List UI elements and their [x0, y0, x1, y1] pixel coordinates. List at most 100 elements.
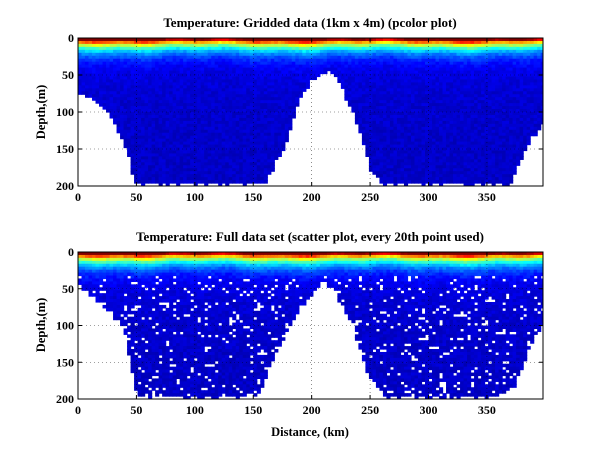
heatmap-cell — [298, 82, 303, 86]
heatmap-cell — [414, 171, 419, 175]
heatmap-cell — [256, 55, 261, 60]
heatmap-cell — [270, 123, 275, 128]
heatmap-cell — [277, 126, 282, 131]
heatmap-cell — [470, 132, 475, 137]
heatmap-cell — [393, 171, 398, 175]
heatmap-cell — [410, 159, 416, 163]
heatmap-cell — [137, 150, 142, 155]
heatmap-cell — [498, 97, 503, 101]
heatmap-cell — [288, 109, 293, 113]
heatmap-cell — [88, 43, 93, 48]
heatmap-cell — [375, 165, 381, 169]
heatmap-cell — [446, 112, 451, 116]
heatmap-cell — [172, 144, 177, 149]
heatmap-cell — [281, 43, 286, 48]
heatmap-cell — [169, 103, 174, 107]
heatmap-cell — [337, 40, 342, 45]
heatmap-cell — [197, 162, 202, 166]
heatmap-cell — [502, 174, 507, 178]
heatmap-cell — [162, 162, 167, 166]
heatmap-cell — [267, 52, 272, 57]
heatmap-cell — [456, 38, 461, 42]
heatmap-cell — [144, 64, 149, 69]
heatmap-cell — [463, 64, 468, 69]
heatmap-cell — [439, 114, 444, 119]
heatmap-cell — [228, 55, 233, 60]
heatmap-cell — [375, 132, 381, 137]
heatmap-cell — [85, 58, 90, 63]
heatmap-cell — [263, 49, 268, 54]
heatmap-cell — [386, 82, 391, 86]
heatmap-cell — [393, 135, 398, 140]
heatmap-cell — [460, 103, 465, 107]
heatmap-cell — [453, 100, 458, 104]
heatmap-cell — [498, 61, 503, 66]
heatmap-cell — [488, 156, 493, 160]
heatmap-cell — [470, 129, 475, 134]
heatmap-cell — [407, 79, 412, 83]
heatmap-cell — [470, 58, 475, 63]
heatmap-cell — [417, 135, 423, 140]
heatmap-cell — [172, 123, 177, 128]
heatmap-cell — [281, 55, 286, 60]
heatmap-cell — [421, 132, 426, 137]
heatmap-cell — [225, 138, 230, 143]
heatmap-cell — [190, 67, 195, 72]
heatmap-cell — [453, 73, 458, 78]
heatmap-cell — [432, 88, 437, 92]
heatmap-cell — [134, 135, 139, 140]
heatmap-cell — [120, 114, 125, 119]
heatmap-cell — [253, 114, 258, 119]
heatmap-cell — [425, 117, 430, 122]
heatmap-cell — [183, 73, 188, 78]
heatmap-cell — [200, 91, 205, 95]
heatmap-cell — [193, 156, 198, 160]
heatmap-cell — [120, 46, 125, 51]
heatmap-cell — [379, 106, 384, 110]
heatmap-cell — [505, 144, 510, 149]
heatmap-cell — [225, 141, 230, 146]
heatmap-cell — [474, 82, 479, 86]
heatmap-cell — [410, 67, 416, 72]
heatmap-cell — [151, 40, 156, 45]
heatmap-cell — [113, 67, 118, 72]
heatmap-cell — [249, 132, 254, 137]
heatmap-cell — [421, 73, 426, 78]
heatmap-cell — [148, 97, 153, 101]
heatmap-cell — [347, 49, 352, 54]
heatmap-cell — [291, 40, 296, 45]
heatmap-cell — [148, 61, 153, 66]
heatmap-cell — [137, 117, 142, 122]
heatmap-cell — [365, 79, 370, 83]
heatmap-cell — [463, 43, 468, 48]
heatmap-cell — [432, 129, 437, 134]
heatmap-cell — [432, 58, 437, 63]
heatmap-cell — [200, 58, 205, 63]
heatmap-cell — [382, 97, 388, 101]
heatmap-cell — [467, 144, 472, 149]
heatmap-cell — [382, 153, 388, 157]
heatmap-cell — [414, 38, 419, 42]
heatmap-cell — [386, 150, 391, 155]
heatmap-cell — [246, 91, 251, 95]
heatmap-cell — [309, 70, 314, 75]
heatmap-cell — [495, 49, 500, 54]
heatmap-cell — [78, 49, 83, 54]
heatmap-cell — [235, 112, 240, 116]
heatmap-cell — [127, 67, 132, 72]
heatmap-cell — [225, 165, 230, 169]
heatmap-cell — [498, 82, 503, 86]
heatmap-cell — [291, 88, 296, 92]
heatmap-cell — [389, 70, 395, 75]
heatmap-cell — [221, 117, 226, 122]
heatmap-cell — [414, 46, 419, 51]
heatmap-cell — [113, 38, 118, 42]
heatmap-cell — [393, 147, 398, 152]
heatmap-cell — [211, 88, 216, 92]
heatmap-cell — [253, 177, 258, 181]
heatmap-cell — [298, 38, 303, 42]
heatmap-cell — [291, 103, 296, 107]
heatmap-cell — [446, 171, 451, 175]
heatmap-cell — [453, 58, 458, 63]
heatmap-cell — [228, 85, 233, 89]
